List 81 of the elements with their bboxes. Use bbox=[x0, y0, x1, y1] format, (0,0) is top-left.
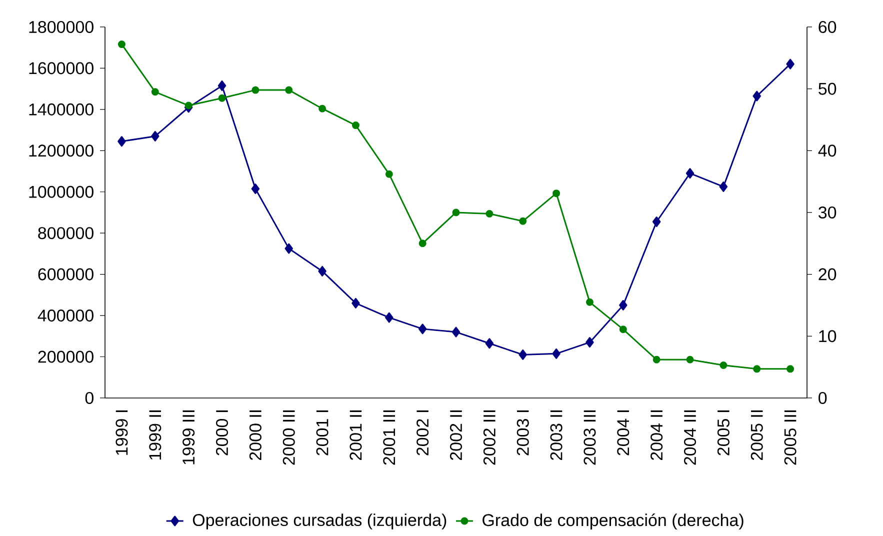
y2-tick-label: 0 bbox=[818, 392, 827, 404]
x-tick-label: 2000 III bbox=[282, 410, 295, 465]
y-tick-label: 200000 bbox=[38, 350, 94, 363]
point bbox=[652, 356, 660, 364]
x-tick-label: 2001 II bbox=[350, 410, 362, 460]
x-tick-label: 2000 I bbox=[216, 410, 228, 456]
point bbox=[184, 102, 192, 110]
legend-label: Operaciones cursadas (izquierda) bbox=[192, 514, 446, 530]
y2-tick-label: 30 bbox=[818, 206, 836, 219]
y2-tick-label: 10 bbox=[819, 330, 836, 342]
point bbox=[385, 312, 394, 323]
point bbox=[519, 217, 527, 225]
point bbox=[552, 190, 560, 198]
y-tick-label: 0 bbox=[85, 392, 94, 404]
y2-tick-label: 20 bbox=[818, 268, 836, 280]
x-tick-label: 1999 II bbox=[149, 410, 162, 460]
point bbox=[118, 136, 126, 147]
point bbox=[619, 326, 627, 334]
point bbox=[686, 356, 694, 364]
point bbox=[151, 130, 160, 142]
x-tick-label: 2003 III bbox=[584, 410, 596, 465]
x-tick-label: 2003 II bbox=[550, 410, 562, 460]
point bbox=[284, 243, 293, 254]
point bbox=[486, 210, 494, 218]
point bbox=[385, 170, 393, 178]
point bbox=[285, 86, 293, 94]
y-tick-label: 800000 bbox=[38, 227, 94, 240]
y-tick-label: 1600000 bbox=[29, 62, 94, 74]
point bbox=[218, 94, 226, 102]
point bbox=[753, 365, 761, 373]
x-tick-label: 2001 III bbox=[383, 410, 396, 465]
x-tick-label: 1999 I bbox=[116, 410, 128, 455]
y-tick-label: 600000 bbox=[38, 268, 94, 280]
point bbox=[686, 168, 694, 179]
point bbox=[352, 298, 360, 308]
y-tick-label: 1200000 bbox=[29, 144, 94, 157]
point bbox=[652, 216, 661, 228]
point bbox=[719, 181, 728, 192]
point bbox=[786, 365, 794, 373]
y-tick-label: 1000000 bbox=[29, 186, 94, 198]
x-tick-label: 2001 I bbox=[316, 410, 328, 456]
point bbox=[352, 122, 360, 130]
point bbox=[786, 58, 794, 70]
y-tick-label: 1400000 bbox=[29, 103, 94, 116]
point bbox=[752, 90, 761, 102]
point bbox=[518, 349, 527, 360]
point bbox=[318, 104, 326, 112]
x-tick-label: 2004 III bbox=[684, 410, 696, 465]
x-tick-label: 2005 II bbox=[750, 410, 763, 460]
point bbox=[452, 326, 460, 338]
point bbox=[586, 298, 594, 306]
x-tick-label: 1999 III bbox=[182, 410, 195, 464]
point bbox=[418, 324, 427, 334]
y-tick-label: 1800000 bbox=[29, 20, 94, 34]
x-tick-label: 2000 II bbox=[249, 410, 262, 460]
x-tick-label: 2004 I bbox=[617, 410, 630, 456]
y2-tick-label: 60 bbox=[818, 20, 836, 34]
point bbox=[418, 240, 426, 248]
point bbox=[720, 361, 728, 369]
point bbox=[619, 300, 628, 310]
x-tick-label: 2002 III bbox=[483, 410, 496, 465]
point bbox=[252, 86, 260, 94]
x-tick-label: 2002 II bbox=[450, 410, 462, 460]
y2-tick-label: 40 bbox=[818, 144, 836, 157]
point bbox=[318, 266, 326, 276]
point bbox=[151, 88, 159, 96]
point bbox=[118, 40, 126, 48]
point bbox=[218, 80, 226, 91]
point bbox=[552, 348, 560, 359]
y2-tick-label: 50 bbox=[818, 82, 836, 95]
x-tick-label: 2004 II bbox=[650, 410, 663, 460]
x-tick-label: 2005 III bbox=[784, 410, 796, 465]
point bbox=[586, 337, 594, 348]
x-tick-label: 2002 I bbox=[416, 410, 429, 456]
x-tick-label: 2005 I bbox=[717, 410, 730, 456]
x-tick-label: 2003 I bbox=[516, 410, 529, 456]
legend-label: Grado de compensación (derecha) bbox=[482, 513, 744, 530]
point bbox=[452, 208, 460, 216]
point bbox=[251, 184, 260, 194]
y-tick-label: 400000 bbox=[38, 310, 94, 322]
point bbox=[485, 338, 494, 349]
